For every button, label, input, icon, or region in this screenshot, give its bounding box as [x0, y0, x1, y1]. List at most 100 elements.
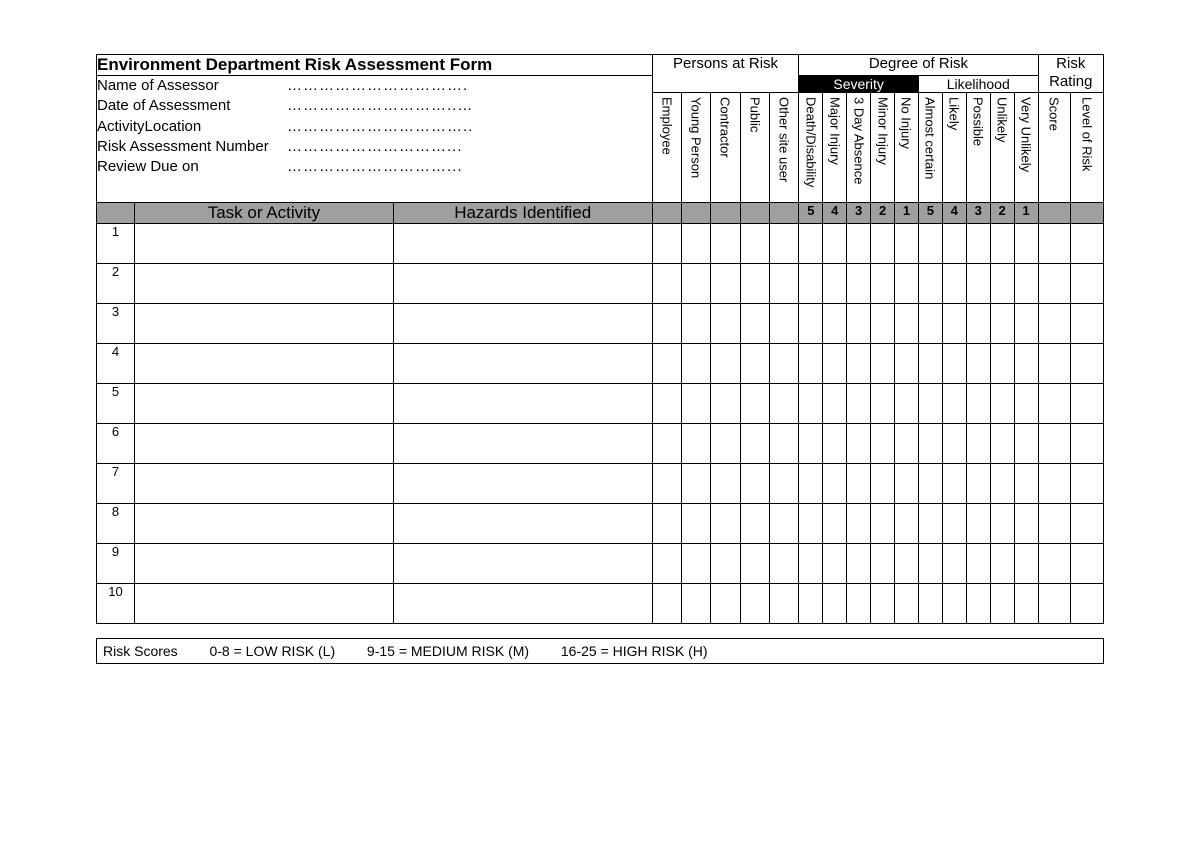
vcol-3day-absence: 3 Day Absence: [847, 93, 871, 203]
meta-number-label: Risk Assessment Number: [97, 137, 287, 157]
row-index: 10: [97, 584, 135, 624]
table-row: 9: [97, 544, 1104, 584]
gray-blank: [681, 203, 710, 224]
table-row: 5: [97, 384, 1104, 424]
task-cell[interactable]: [135, 384, 394, 424]
task-cell[interactable]: [135, 304, 394, 344]
row-index: 2: [97, 264, 135, 304]
meta-dots: …………………………...: [287, 157, 652, 177]
footer-label: Risk Scores: [103, 643, 178, 659]
hazards-cell[interactable]: [393, 544, 652, 584]
vcol-possible: Possible: [966, 93, 990, 203]
persons-at-risk-header: Persons at Risk: [652, 55, 799, 93]
row-index: 5: [97, 384, 135, 424]
risk-rating-header: Risk Rating: [1038, 55, 1103, 93]
table-row: 1: [97, 224, 1104, 264]
like-4: 4: [942, 203, 966, 224]
row-index: 1: [97, 224, 135, 264]
meta-block: Name of Assessor……………………………. Date of Ass…: [97, 76, 653, 203]
hazards-cell[interactable]: [393, 304, 652, 344]
degree-of-risk-header: Degree of Risk: [799, 55, 1038, 76]
gray-blank: [1071, 203, 1104, 224]
hazards-cell[interactable]: [393, 424, 652, 464]
sev-3: 3: [847, 203, 871, 224]
vcol-no-injury: No Injury: [895, 93, 919, 203]
gray-blank: [770, 203, 799, 224]
row-index: 6: [97, 424, 135, 464]
task-cell[interactable]: [135, 544, 394, 584]
vcol-unlikely: Unlikely: [990, 93, 1014, 203]
likelihood-header: Likelihood: [918, 76, 1038, 93]
task-cell[interactable]: [135, 344, 394, 384]
vcol-level-of-risk: Level of Risk: [1071, 93, 1104, 203]
vcol-other-site-user: Other site user: [770, 93, 799, 203]
task-cell[interactable]: [135, 504, 394, 544]
vcol-employee: Employee: [652, 93, 681, 203]
hazards-cell[interactable]: [393, 384, 652, 424]
meta-dots: …………………………..…: [287, 96, 652, 116]
vcol-likely: Likely: [942, 93, 966, 203]
vcol-major-injury: Major Injury: [823, 93, 847, 203]
vcol-almost-certain: Almost certain: [918, 93, 942, 203]
row-index: 4: [97, 344, 135, 384]
task-cell[interactable]: [135, 464, 394, 504]
hazards-cell[interactable]: [393, 464, 652, 504]
table-row: 7: [97, 464, 1104, 504]
row-index: 9: [97, 544, 135, 584]
form-title: Environment Department Risk Assessment F…: [97, 55, 653, 76]
row-index: 3: [97, 304, 135, 344]
table-row: 6: [97, 424, 1104, 464]
sev-1: 1: [895, 203, 919, 224]
hazards-cell[interactable]: [393, 584, 652, 624]
like-1: 1: [1014, 203, 1038, 224]
severity-header: Severity: [799, 76, 919, 93]
vcol-very-unlikely: Very Unlikely: [1014, 93, 1038, 203]
vcol-minor-injury: Minor Injury: [871, 93, 895, 203]
task-header: Task or Activity: [135, 203, 394, 224]
task-cell[interactable]: [135, 224, 394, 264]
task-cell[interactable]: [135, 584, 394, 624]
meta-dots: …………………………...: [287, 137, 652, 157]
table-row: 10: [97, 584, 1104, 624]
hazards-cell[interactable]: [393, 224, 652, 264]
footer-high: 16-25 = HIGH RISK (H): [561, 643, 708, 659]
sev-4: 4: [823, 203, 847, 224]
table-row: 3: [97, 304, 1104, 344]
gray-blank: [1038, 203, 1071, 224]
risk-assessment-form: Environment Department Risk Assessment F…: [96, 54, 1104, 664]
footer-low: 0-8 = LOW RISK (L): [209, 643, 335, 659]
gray-index-header: [97, 203, 135, 224]
hazards-cell[interactable]: [393, 264, 652, 304]
like-5: 5: [918, 203, 942, 224]
vcol-score: Score: [1038, 93, 1071, 203]
task-cell[interactable]: [135, 424, 394, 464]
meta-activity-label: ActivityLocation: [97, 117, 287, 137]
meta-assessor-label: Name of Assessor: [97, 76, 287, 96]
main-table: Environment Department Risk Assessment F…: [96, 54, 1104, 624]
meta-dots: ……………………………..: [287, 117, 652, 137]
footer-med: 9-15 = MEDIUM RISK (M): [367, 643, 529, 659]
gray-blank: [740, 203, 769, 224]
sev-2: 2: [871, 203, 895, 224]
gray-blank: [652, 203, 681, 224]
vcol-young-person: Young Person: [681, 93, 710, 203]
row-index: 7: [97, 464, 135, 504]
meta-review-label: Review Due on: [97, 157, 287, 177]
vcol-public: Public: [740, 93, 769, 203]
sev-5: 5: [799, 203, 823, 224]
vcol-contractor: Contractor: [711, 93, 740, 203]
meta-date-label: Date of Assessment: [97, 96, 287, 116]
like-3: 3: [966, 203, 990, 224]
table-row: 2: [97, 264, 1104, 304]
vcol-death-disability: Death/Disability: [799, 93, 823, 203]
task-cell[interactable]: [135, 264, 394, 304]
gray-blank: [711, 203, 740, 224]
row-index: 8: [97, 504, 135, 544]
risk-scores-legend: Risk Scores 0-8 = LOW RISK (L) 9-15 = ME…: [96, 638, 1104, 664]
hazards-header: Hazards Identified: [393, 203, 652, 224]
meta-dots: …………………………….: [287, 76, 652, 96]
hazards-cell[interactable]: [393, 504, 652, 544]
table-row: 4: [97, 344, 1104, 384]
hazards-cell[interactable]: [393, 344, 652, 384]
like-2: 2: [990, 203, 1014, 224]
